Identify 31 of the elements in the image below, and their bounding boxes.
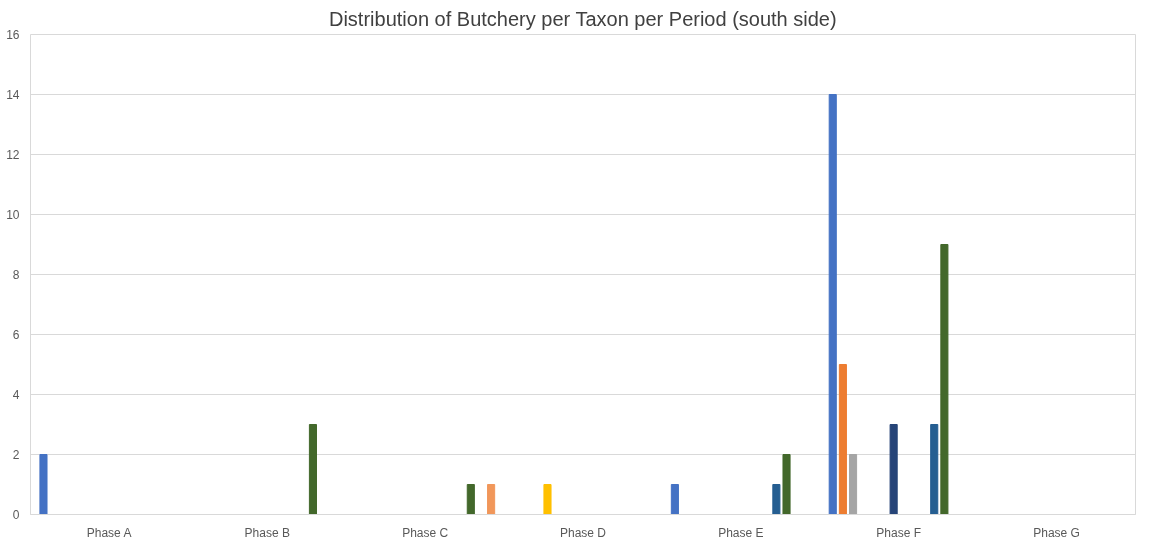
bar: [930, 424, 939, 515]
bar: [772, 484, 781, 515]
x-tick-label: Phase E: [718, 525, 764, 540]
bar: [308, 424, 317, 515]
bar: [782, 454, 791, 515]
bar: [849, 454, 858, 515]
y-tick-label: 12: [6, 148, 20, 162]
y-tick-label: 4: [12, 388, 20, 402]
x-tick-label: Phase G: [1033, 525, 1080, 540]
y-tick-label: 14: [6, 88, 20, 102]
x-tick-label: Phase D: [559, 525, 607, 540]
bar: [487, 484, 496, 515]
x-tick-label: Phase F: [876, 525, 922, 540]
y-tick-label: 2: [12, 448, 20, 462]
bar: [940, 244, 949, 515]
x-tick-label: Phase B: [244, 525, 290, 540]
x-tick-label: Phase C: [402, 525, 449, 540]
y-tick-label: 8: [12, 268, 20, 282]
y-tick-label: 16: [6, 28, 20, 42]
bar: [466, 484, 475, 515]
y-tick-label: 6: [12, 328, 20, 342]
y-tick-label: 10: [6, 208, 20, 222]
bar: [889, 424, 898, 515]
bar: [670, 484, 679, 515]
bar: [828, 94, 837, 515]
bar: [39, 454, 48, 515]
bar: [838, 364, 847, 515]
bar: [543, 484, 552, 515]
y-tick-label: 0: [12, 508, 20, 522]
x-tick-label: Phase A: [86, 525, 132, 540]
chart-title: Distribution of Butchery per Taxon per Period (south side): [328, 7, 837, 30]
